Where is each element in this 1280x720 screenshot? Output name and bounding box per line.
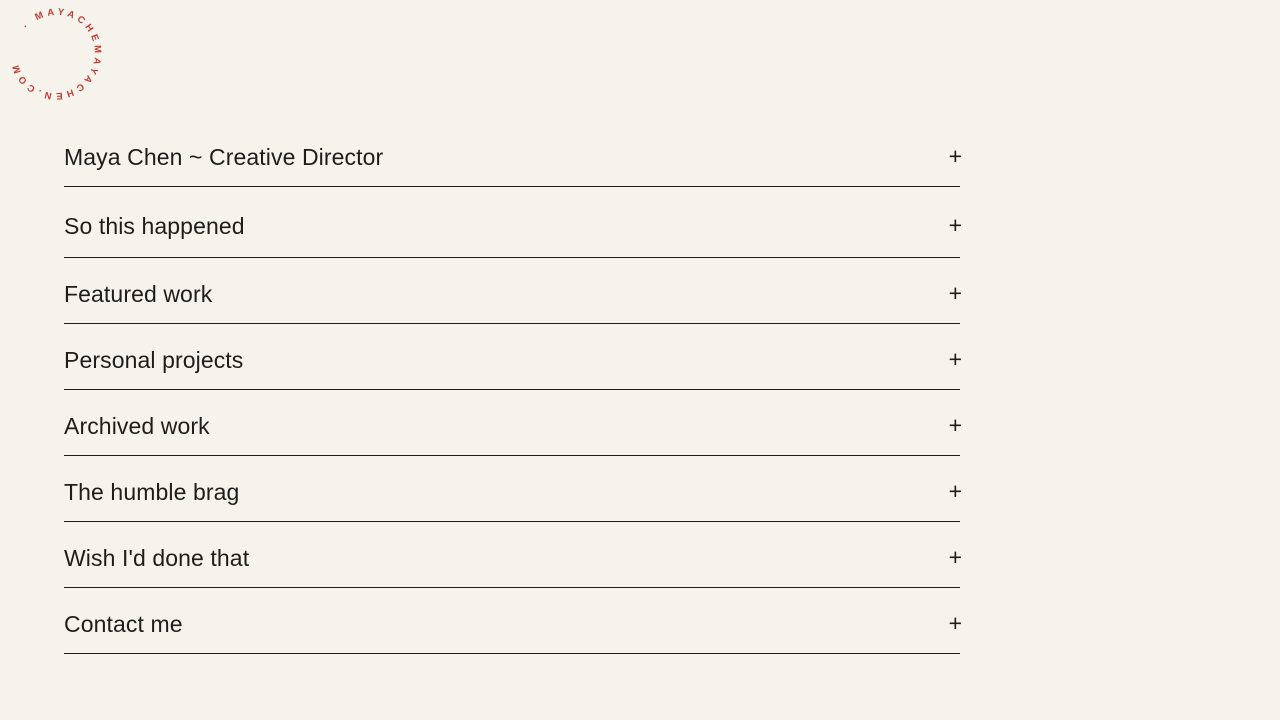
site-logo[interactable]: · MAYACHEMAYACHEN.COM xyxy=(1,0,111,109)
logo-text: · MAYACHEMAYACHEN.COM xyxy=(10,7,100,102)
accordion-item-label: Archived work xyxy=(64,413,210,439)
svg-text:· MAYACHEMAYACHEN.COM: · MAYACHEMAYACHEN.COM xyxy=(10,7,104,102)
accordion-item-label: The humble brag xyxy=(64,479,240,505)
accordion-item-label: Contact me xyxy=(64,611,183,637)
accordion-item-label: So this happened xyxy=(64,212,245,239)
plus-icon: + xyxy=(948,610,962,636)
accordion-item-featured-work[interactable]: Featured work + xyxy=(64,258,962,324)
plus-icon: + xyxy=(948,346,962,372)
accordion-item-label: Wish I'd done that xyxy=(64,545,250,571)
accordion-menu: Maya Chen ~ Creative Director + So this … xyxy=(64,121,962,654)
accordion-item-contact[interactable]: Contact me + xyxy=(64,588,962,654)
plus-icon: + xyxy=(948,478,962,504)
plus-icon: + xyxy=(948,280,962,306)
plus-icon: + xyxy=(948,143,962,169)
accordion-item-humble-brag[interactable]: The humble brag + xyxy=(64,456,962,522)
accordion-item-so-this-happened[interactable]: So this happened + xyxy=(64,187,962,258)
plus-icon: + xyxy=(948,211,962,238)
logo-circular-text-icon: · MAYACHEMAYACHEN.COM xyxy=(10,7,104,102)
accordion-item-label: Featured work xyxy=(64,281,213,307)
accordion-item-wish-id-done-that[interactable]: Wish I'd done that + xyxy=(64,522,962,588)
accordion-item-archived-work[interactable]: Archived work + xyxy=(64,390,962,456)
accordion-item-personal-projects[interactable]: Personal projects + xyxy=(64,324,962,390)
plus-icon: + xyxy=(948,412,962,438)
plus-icon: + xyxy=(948,544,962,570)
accordion-item-label: Personal projects xyxy=(64,347,244,373)
accordion-item-intro[interactable]: Maya Chen ~ Creative Director + xyxy=(64,121,962,187)
accordion-item-label: Maya Chen ~ Creative Director xyxy=(64,144,384,170)
